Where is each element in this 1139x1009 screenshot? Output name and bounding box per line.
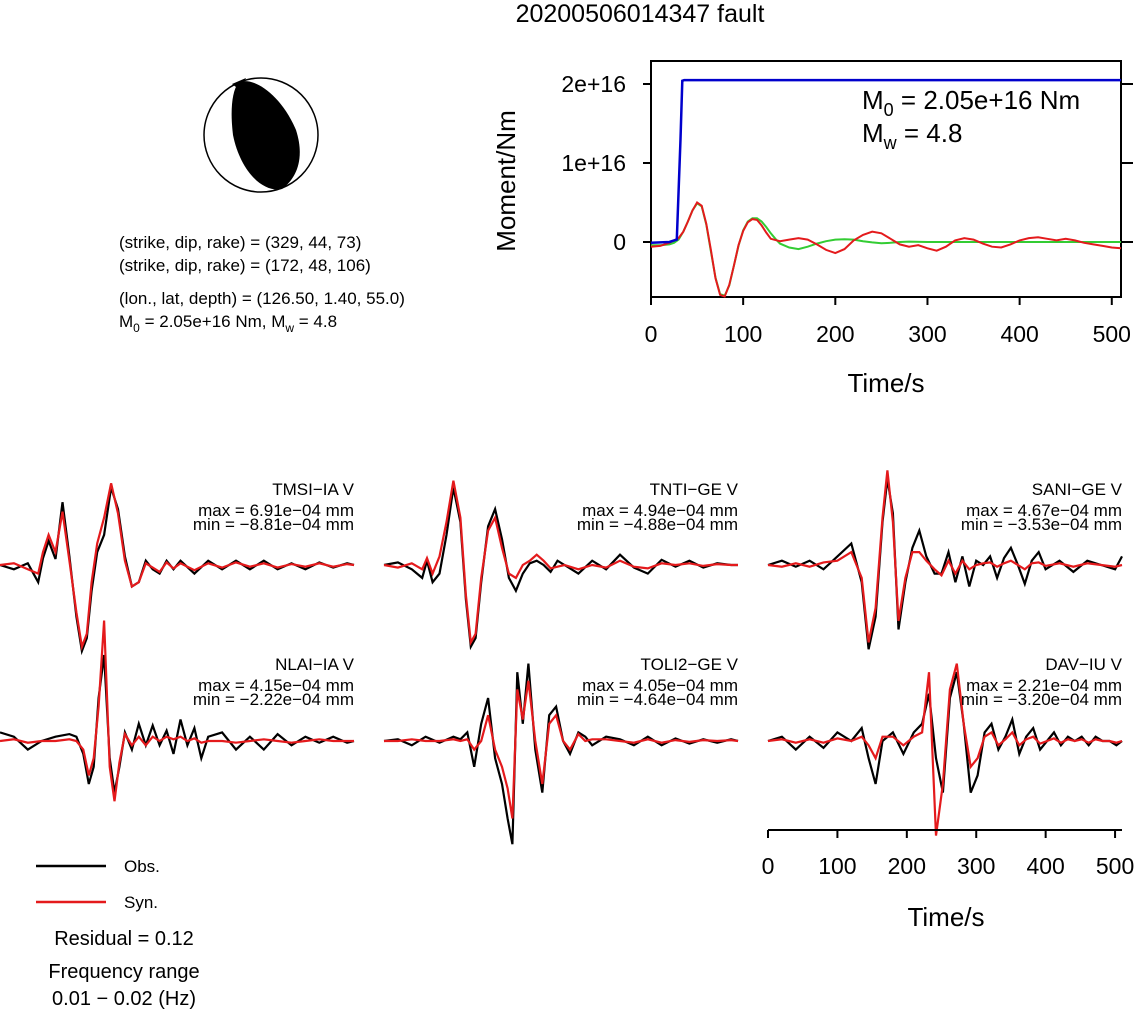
min-amplitude-label: min = −8.81e−04 mm bbox=[193, 515, 354, 534]
moment-line: M0 = 2.05e+16 Nm, Mw = 4.8 bbox=[119, 312, 337, 335]
station-label: TNTI−GE V bbox=[650, 480, 739, 499]
synthetic-waveform bbox=[383, 480, 738, 646]
moment-xtick-label: 400 bbox=[1000, 321, 1038, 347]
observed-waveform bbox=[383, 663, 739, 845]
max-amplitude-label: max = 4.05e−04 mm bbox=[582, 676, 738, 695]
beachball-compression-quadrant bbox=[231, 81, 300, 190]
hypocenter-line: (lon., lat, depth) = (126.50, 1.40, 55.0… bbox=[119, 289, 405, 308]
legend-syn-label: Syn. bbox=[124, 893, 158, 912]
moment-rate-green-line bbox=[651, 201, 1121, 297]
max-amplitude-label: max = 4.94e−04 mm bbox=[582, 501, 738, 520]
synthetic-waveform bbox=[0, 620, 354, 802]
waveform-xlabel: Time/s bbox=[907, 902, 984, 932]
min-amplitude-label: min = −3.20e−04 mm bbox=[961, 690, 1122, 709]
station-label: TOLI2−GE V bbox=[641, 655, 739, 674]
figure-title: 20200506014347 fault bbox=[516, 0, 765, 28]
waveform-xtick-label: 0 bbox=[762, 853, 775, 879]
max-amplitude-label: max = 6.91e−04 mm bbox=[198, 501, 354, 520]
moment-xtick-label: 200 bbox=[816, 321, 854, 347]
moment-ytick-label: 2e+16 bbox=[561, 71, 626, 97]
frequency-title: Frequency range bbox=[48, 961, 199, 983]
moment-annotation-m0: M0 = 2.05e+16 Nm bbox=[862, 85, 1080, 120]
station-label: DAV−IU V bbox=[1045, 655, 1122, 674]
max-amplitude-label: max = 4.15e−04 mm bbox=[198, 676, 354, 695]
moment-xtick-label: 0 bbox=[645, 321, 658, 347]
moment-xtick-label: 500 bbox=[1093, 321, 1131, 347]
station-label: SANI−GE V bbox=[1032, 480, 1123, 499]
max-amplitude-label: max = 4.67e−04 mm bbox=[966, 501, 1122, 520]
legend-obs-label: Obs. bbox=[124, 857, 160, 876]
synthetic-waveform bbox=[384, 680, 739, 819]
min-amplitude-label: min = −3.53e−04 mm bbox=[961, 515, 1122, 534]
waveform-xtick-label: 300 bbox=[957, 853, 995, 879]
residual-text: Residual = 0.12 bbox=[54, 928, 194, 950]
waveform-xtick-label: 100 bbox=[818, 853, 856, 879]
moment-ytick-label: 0 bbox=[613, 229, 626, 255]
waveform-xtick-label: 200 bbox=[888, 853, 926, 879]
fault-parameters: (strike, dip, rake) = (329, 44, 73) (str… bbox=[119, 233, 405, 335]
legend: Obs. Syn. Residual = 0.12 Frequency rang… bbox=[36, 857, 200, 1009]
station-label: TMSI−IA V bbox=[272, 480, 354, 499]
waveform-xtick-label: 400 bbox=[1026, 853, 1064, 879]
min-amplitude-label: min = −4.88e−04 mm bbox=[577, 515, 738, 534]
synthetic-waveform bbox=[767, 663, 1123, 836]
moment-xlabel: Time/s bbox=[847, 368, 924, 398]
waveform-time-axis: 0 100 200 300 400 500 Time/s bbox=[762, 829, 1134, 932]
min-amplitude-label: min = −2.22e−04 mm bbox=[193, 690, 354, 709]
moment-rate-red-line bbox=[650, 201, 1122, 298]
synthetic-waveform bbox=[0, 483, 355, 651]
beachball-small-quadrant bbox=[232, 78, 246, 90]
moment-ylabel: Moment/Nm bbox=[491, 110, 521, 252]
synthetic-waveform bbox=[767, 470, 1123, 643]
waveform-xtick-label: 500 bbox=[1096, 853, 1134, 879]
nodal-plane-1: (strike, dip, rake) = (329, 44, 73) bbox=[119, 233, 361, 252]
cumulative-moment-line bbox=[650, 78, 1121, 245]
frequency-value: 0.01 − 0.02 (Hz) bbox=[52, 988, 196, 1009]
moment-annotation-mw: Mw = 4.8 bbox=[862, 118, 962, 153]
moment-xtick-label: 300 bbox=[908, 321, 946, 347]
min-amplitude-label: min = −4.64e−04 mm bbox=[577, 690, 738, 709]
moment-xtick-label: 100 bbox=[724, 321, 762, 347]
moment-chart-frame bbox=[650, 60, 1122, 298]
nodal-plane-2: (strike, dip, rake) = (172, 48, 106) bbox=[119, 256, 371, 275]
beachball bbox=[203, 77, 319, 193]
moment-ytick-label: 1e+16 bbox=[561, 150, 626, 176]
station-label: NLAI−IA V bbox=[275, 655, 355, 674]
max-amplitude-label: max = 2.21e−04 mm bbox=[966, 676, 1122, 695]
moment-chart: 0 100 200 300 400 500 0 1e+16 2e+16 Moment/Nm Ti… bbox=[491, 60, 1133, 398]
